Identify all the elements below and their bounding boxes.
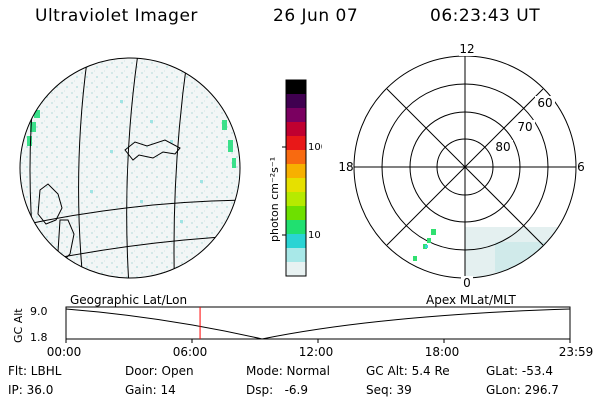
polar-plot: 12 18 6 0 60 70 80 [338, 42, 585, 290]
auroral-speckles [90, 100, 203, 223]
time-tick-2359: 23:59 [559, 345, 594, 359]
colorbar-cell [286, 206, 306, 221]
colorbar-cell [286, 122, 306, 137]
colorbar-cell [286, 150, 306, 165]
colorbar-cell [286, 164, 306, 179]
mlt-label-12: 12 [459, 42, 474, 56]
footer-row-1: Flt: LBHL Door: Open Mode: Normal GC Alt… [0, 364, 600, 380]
geographic-image-panel [19, 57, 241, 279]
green-emission-band [27, 110, 236, 168]
timeline-right-label: Apex MLat/MLT [426, 293, 516, 307]
colorbar-cell [286, 108, 306, 123]
mlt-label-6: 6 [577, 160, 585, 174]
polar-image-patch [465, 227, 576, 278]
emission-field [20, 58, 240, 278]
footer-row-2: IP: 36.0 Gain: 14 Dsp: -6.9 Seq: 39 GLon… [0, 383, 600, 399]
mlat-label-60: 60 [537, 96, 552, 110]
filter-value: Flt: LBHL [8, 364, 62, 378]
time-tick-0600: 06:00 [173, 345, 208, 359]
header-date: 26 Jun 07 [273, 6, 359, 26]
timeline-yaxis-title: GC Alt [12, 308, 25, 343]
colorbar-cell [286, 234, 306, 249]
colorbar-tick-10: 10 [308, 230, 321, 241]
earth-limb [19, 57, 241, 279]
mode-value: Mode: Normal [246, 364, 330, 378]
mlat-label-70: 70 [517, 120, 532, 134]
mlat-label-80: 80 [495, 140, 510, 154]
colorbar-tick-100: 100 [308, 142, 322, 153]
colorbar: 100 10 photon cm⁻²s⁻¹ [268, 79, 322, 277]
colorbar-unit-label: photon cm⁻²s⁻¹ [268, 157, 281, 242]
colorbar-cell [286, 136, 306, 151]
colorbar-cell [286, 220, 306, 235]
header-time: 06:23:43 UT [430, 6, 541, 26]
timeline-ymin-label: 1.8 [30, 331, 48, 344]
seq-value: Seq: 39 [366, 383, 412, 397]
mlt-label-0: 0 [463, 276, 471, 290]
colorbar-cell [286, 192, 306, 207]
colorbar-cell [286, 248, 306, 263]
timeline-ymax-label: 9.0 [30, 305, 48, 318]
colorbar-cell [286, 262, 306, 277]
glat-value: GLat: -53.4 [486, 364, 553, 378]
gain-value: Gain: 14 [125, 383, 176, 397]
door-status: Door: Open [125, 364, 194, 378]
ip-value: IP: 36.0 [8, 383, 54, 397]
colorbar-cell [286, 80, 306, 95]
time-tick-1200: 12:00 [299, 345, 334, 359]
polar-grid [353, 55, 577, 279]
app-title: Ultraviolet Imager [35, 6, 198, 26]
gc-alt-value: GC Alt: 5.4 Re [366, 364, 450, 378]
colorbar-cell [286, 94, 306, 109]
altitude-timeline: GC Alt 9.0 1.8 00:00 06:00 12:00 18:00 2… [12, 305, 594, 359]
dsp-value: Dsp: -6.9 [246, 383, 309, 397]
colorbar-cell [286, 178, 306, 193]
time-tick-0000: 00:00 [47, 345, 82, 359]
timeline-left-label: Geographic Lat/Lon [70, 293, 188, 307]
altitude-curve [65, 308, 571, 340]
time-tick-1800: 18:00 [425, 345, 460, 359]
glon-value: GLon: 296.7 [486, 383, 559, 397]
mlt-label-18: 18 [338, 160, 353, 174]
timeline-ticks [65, 339, 571, 343]
